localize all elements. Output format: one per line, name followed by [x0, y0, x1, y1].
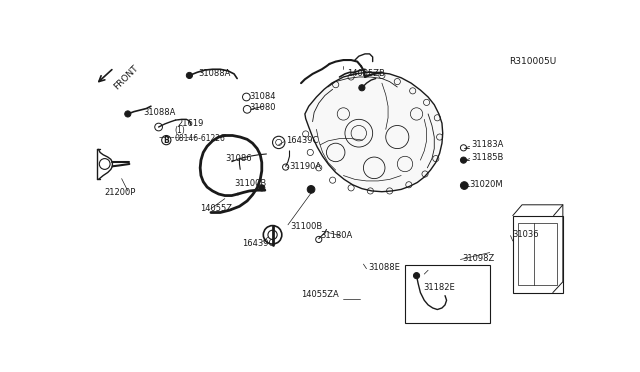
Text: FRONT: FRONT [113, 63, 140, 91]
Text: 31088A: 31088A [198, 70, 231, 78]
Text: 31080: 31080 [250, 103, 276, 112]
Text: B: B [163, 136, 169, 145]
Text: 31088A: 31088A [143, 108, 175, 117]
Text: R310005U: R310005U [509, 57, 556, 66]
Polygon shape [305, 73, 443, 192]
Circle shape [460, 157, 467, 163]
Circle shape [413, 273, 420, 279]
Text: 14055Z: 14055Z [200, 204, 232, 213]
Text: 14055ZA: 14055ZA [301, 291, 339, 299]
Circle shape [125, 111, 131, 117]
Text: 31180A: 31180A [320, 231, 353, 240]
Text: 21200P: 21200P [105, 188, 136, 197]
Text: 31098Z: 31098Z [462, 254, 494, 263]
Text: 31020M: 31020M [470, 180, 503, 189]
Bar [518, 223, 557, 285]
Circle shape [186, 73, 193, 78]
Text: 31100B: 31100B [234, 179, 266, 188]
Text: 31183A: 31183A [471, 140, 504, 149]
Circle shape [307, 186, 315, 193]
Text: 31185B: 31185B [471, 153, 504, 162]
Bar [513, 216, 563, 293]
Text: 21619: 21619 [177, 119, 204, 128]
Text: 16439C: 16439C [242, 239, 274, 248]
Text: 16439C: 16439C [285, 136, 318, 145]
Text: 31088E: 31088E [368, 263, 400, 272]
Text: 31190A: 31190A [289, 162, 322, 171]
Text: 14055ZB: 14055ZB [348, 70, 385, 78]
Circle shape [460, 182, 468, 189]
Text: 08146-61226: 08146-61226 [175, 134, 226, 143]
Text: 31036: 31036 [512, 230, 539, 239]
Text: 31182E: 31182E [424, 283, 455, 292]
Text: 31084: 31084 [250, 92, 276, 101]
Text: 31086: 31086 [225, 154, 252, 163]
Text: (1): (1) [175, 126, 186, 135]
Text: 31100B: 31100B [291, 222, 323, 231]
Bar [405, 265, 490, 323]
Circle shape [359, 85, 365, 91]
Circle shape [259, 185, 265, 191]
